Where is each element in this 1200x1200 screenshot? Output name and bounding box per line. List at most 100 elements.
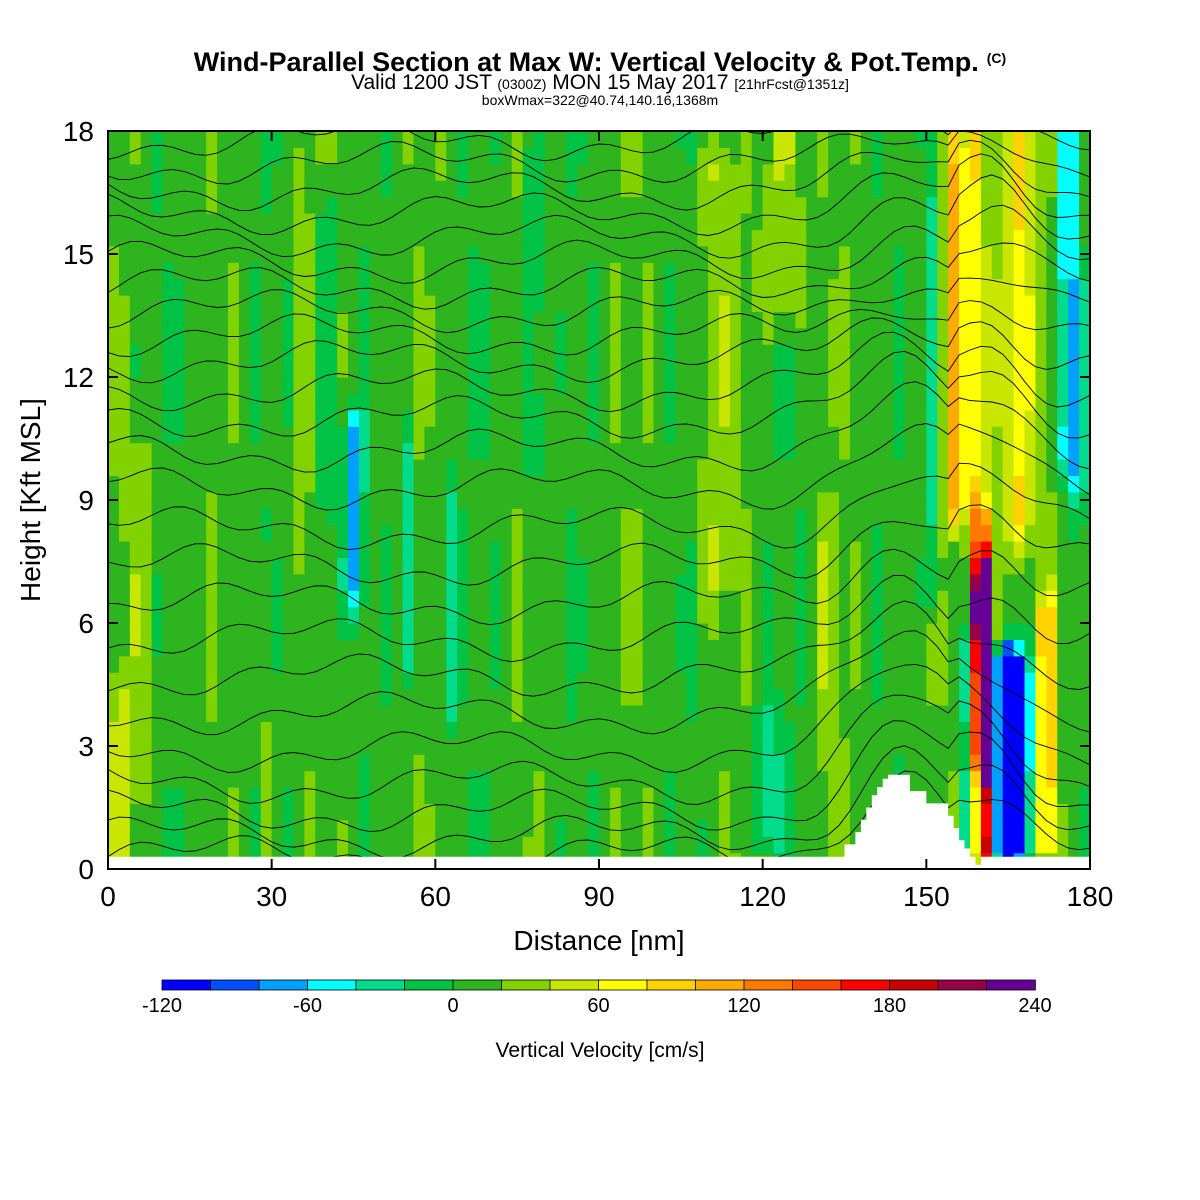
- velocity-cell: [599, 196, 611, 214]
- velocity-cell: [817, 803, 829, 821]
- velocity-cell: [293, 377, 305, 394]
- velocity-cell: [817, 327, 829, 345]
- velocity-cell: [773, 655, 786, 673]
- velocity-cell: [195, 344, 207, 362]
- velocity-cell: [991, 147, 1004, 165]
- velocity-cell: [195, 278, 207, 296]
- velocity-cell: [555, 541, 567, 558]
- velocity-cell: [599, 360, 611, 378]
- velocity-cell: [337, 262, 349, 280]
- velocity-cell: [1046, 278, 1058, 296]
- velocity-cell: [751, 491, 764, 509]
- velocity-cell: [882, 229, 895, 247]
- velocity-cell: [849, 508, 862, 526]
- velocity-cell: [544, 442, 556, 460]
- velocity-cell: [609, 754, 622, 772]
- velocity-cell: [686, 770, 698, 788]
- velocity-cell: [238, 475, 251, 493]
- velocity-cell: [446, 213, 458, 230]
- velocity-cell: [337, 295, 349, 312]
- velocity-cell: [391, 655, 404, 673]
- velocity-cell: [108, 262, 120, 280]
- velocity-cell: [620, 360, 633, 378]
- velocity-cell: [609, 655, 622, 673]
- velocity-cell: [1068, 262, 1080, 280]
- velocity-cell: [937, 639, 949, 657]
- velocity-cell: [293, 409, 305, 427]
- velocity-cell: [653, 196, 666, 214]
- velocity-cell: [566, 426, 578, 444]
- velocity-cell: [358, 623, 371, 640]
- velocity-cell: [686, 721, 698, 739]
- velocity-cell: [555, 770, 567, 788]
- velocity-cell: [446, 770, 458, 788]
- velocity-cell: [293, 262, 305, 280]
- velocity-cell: [184, 623, 196, 640]
- velocity-cell: [238, 393, 251, 411]
- velocity-cell: [773, 508, 786, 526]
- velocity-cell: [1079, 377, 1090, 394]
- velocity-cell: [173, 655, 185, 673]
- velocity-cell: [315, 475, 327, 493]
- velocity-cell: [991, 229, 1004, 247]
- velocity-cell: [511, 836, 524, 854]
- velocity-cell: [522, 229, 535, 247]
- velocity-cell: [653, 770, 666, 788]
- velocity-cell: [784, 688, 796, 706]
- velocity-cell: [882, 180, 895, 198]
- velocity-cell: [915, 590, 927, 608]
- velocity-cell: [1035, 344, 1047, 362]
- velocity-cell: [337, 327, 349, 345]
- velocity-cell: [959, 541, 971, 558]
- velocity-cell: [642, 787, 655, 804]
- velocity-cell: [817, 754, 829, 772]
- velocity-cell: [326, 754, 338, 772]
- velocity-cell: [773, 573, 786, 591]
- velocity-cell: [697, 836, 709, 854]
- velocity-cell: [773, 491, 786, 509]
- velocity-cell: [369, 836, 382, 854]
- velocity-cell: [1068, 803, 1080, 821]
- velocity-cell: [664, 196, 676, 214]
- velocity-cell: [118, 459, 131, 476]
- velocity-cell: [762, 377, 775, 394]
- velocity-cell: [1068, 573, 1080, 591]
- velocity-cell: [1013, 688, 1026, 706]
- velocity-cell: [402, 311, 415, 329]
- velocity-cell: [1046, 819, 1058, 837]
- velocity-cell: [806, 262, 818, 280]
- velocity-cell: [1024, 541, 1037, 558]
- velocity-cell: [108, 147, 120, 165]
- velocity-cell: [620, 803, 633, 821]
- velocity-cell: [882, 295, 895, 312]
- velocity-cell: [369, 344, 382, 362]
- velocity-cell: [620, 541, 633, 558]
- velocity-cell: [620, 655, 633, 673]
- velocity-cell: [675, 442, 687, 460]
- velocity-cell: [326, 409, 338, 427]
- velocity-cell: [686, 426, 698, 444]
- velocity-cell: [238, 377, 251, 394]
- velocity-cell: [904, 262, 917, 280]
- velocity-cell: [129, 623, 142, 640]
- velocity-cell: [500, 131, 513, 148]
- velocity-cell: [926, 557, 938, 575]
- velocity-cell: [882, 737, 895, 755]
- velocity-cell: [348, 229, 360, 247]
- velocity-cell: [795, 147, 807, 165]
- velocity-cell: [391, 524, 404, 542]
- velocity-cell: [588, 147, 600, 165]
- y-tick-label: 9: [78, 485, 94, 516]
- velocity-cell: [348, 245, 360, 263]
- velocity-cell: [806, 459, 818, 476]
- velocity-cell: [151, 393, 164, 411]
- velocity-cell: [631, 409, 644, 427]
- velocity-cell: [129, 442, 142, 460]
- velocity-cell: [348, 557, 360, 575]
- velocity-cell: [893, 475, 906, 493]
- velocity-cell: [315, 147, 327, 165]
- velocity-cell: [522, 508, 535, 526]
- velocity-cell: [675, 770, 687, 788]
- velocity-cell: [969, 524, 982, 542]
- velocity-cell: [642, 459, 655, 476]
